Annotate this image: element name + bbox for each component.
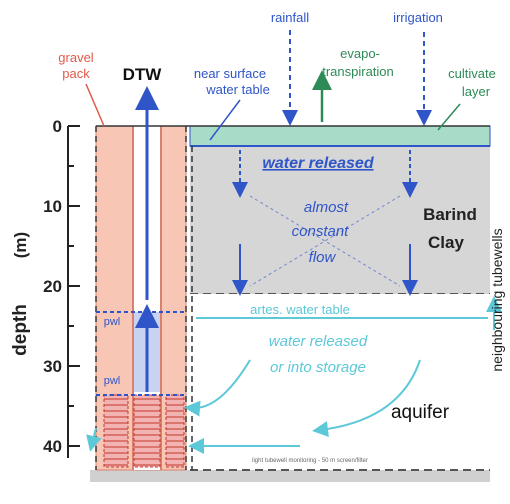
rainfall-label: rainfall — [271, 10, 309, 25]
evapotranspiration-label-line1: evapo- — [340, 46, 380, 61]
barind-clay-label-line2: Clay — [428, 233, 464, 252]
barind-clay-label-line1: Barind — [423, 205, 477, 224]
almost-constant-flow-line1: almost — [304, 199, 349, 216]
depth-tick-0: 0 — [53, 117, 62, 136]
dtw-label: DTW — [123, 65, 163, 84]
evapotranspiration-label-line2: transpiration — [322, 64, 394, 79]
aquifer-flow-curve-right — [312, 359, 421, 437]
artesian-water-table-label: artes. water table — [250, 302, 350, 317]
water-released-storage-line1: water released — [269, 333, 368, 350]
cultivated-layer-pointer — [437, 103, 461, 131]
near-surface-pointer — [209, 99, 241, 141]
well-screen-right — [165, 394, 185, 468]
aquifer-zone — [190, 294, 490, 470]
near-surface-label-line1: near surface — [194, 66, 266, 81]
gravel-pack-pointer — [85, 83, 105, 127]
cultivated-layer-label-line2: layer — [462, 84, 491, 99]
well-screen-center — [133, 394, 161, 468]
almost-constant-flow-line3: flow — [309, 249, 337, 266]
pwl-upper-label: pwl — [104, 316, 121, 328]
aquifer-flow-arrow-left — [86, 427, 102, 452]
almost-constant-flow-line2: constant — [292, 223, 350, 240]
depth-tick-30: 30 — [43, 357, 62, 376]
depth-axis-unit: (m) — [11, 232, 30, 258]
depth-axis-label: depth — [10, 304, 31, 356]
flow-diagonal-a — [249, 195, 401, 287]
well-screen-left — [103, 394, 129, 468]
water-released-storage-line2: or into storage — [270, 359, 366, 376]
pwl-lower-label: pwl — [104, 375, 121, 387]
near-surface-label-line2: water table — [205, 82, 270, 97]
gravel-pack-label-line1: gravel — [58, 50, 94, 65]
irrigation-label: irrigation — [393, 10, 443, 25]
cultivated-layer-band — [189, 125, 491, 147]
aquifer-flow-curve-upper — [184, 359, 251, 417]
water-released-label: water released — [262, 155, 374, 172]
neighbouring-tubewells-label: neighbouring tubewells — [489, 228, 505, 371]
gravel-pack-label-line2: pack — [62, 66, 90, 81]
aquifer-label: aquifer — [391, 402, 450, 423]
flow-diagonal-b — [249, 195, 401, 287]
depth-tick-10: 10 — [43, 197, 62, 216]
depth-ticks — [68, 125, 80, 447]
depth-tick-40: 40 — [43, 437, 62, 456]
cultivated-layer-label-line1: cultivate — [448, 66, 496, 81]
footnote-label: light tubewell monitoring - 50 m screen/… — [252, 458, 368, 464]
base-strip — [90, 470, 490, 482]
depth-tick-20: 20 — [43, 277, 62, 296]
